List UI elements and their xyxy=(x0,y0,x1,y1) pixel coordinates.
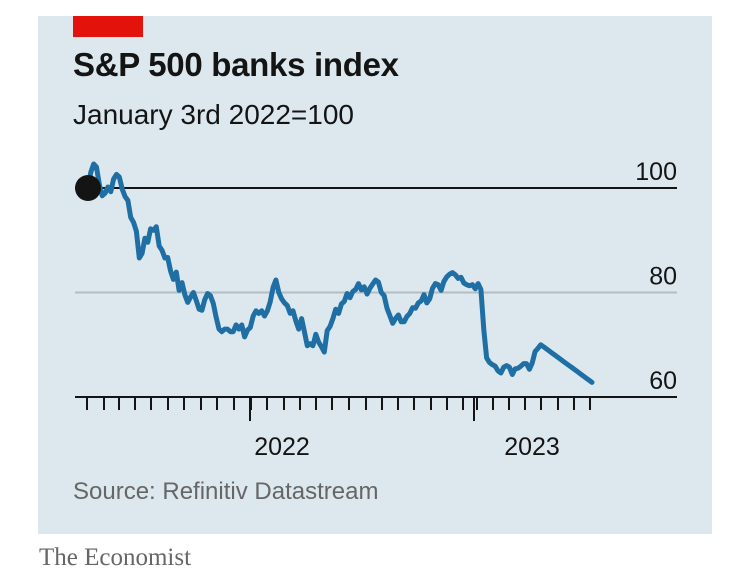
start-point-marker xyxy=(75,175,101,201)
chart-panel xyxy=(38,16,712,534)
chart-title: S&P 500 banks index xyxy=(73,46,399,83)
x-tick-label-2023: 2023 xyxy=(504,433,560,461)
x-tick-label-2022: 2022 xyxy=(254,433,310,461)
publisher-name: The Economist xyxy=(39,544,192,571)
series-line-banks-index xyxy=(85,161,595,385)
y-tick-label-100: 100 xyxy=(635,158,677,186)
series-line-layer xyxy=(75,161,595,385)
x-tick-labels: 2022 2023 xyxy=(254,433,560,461)
chart-source: Source: Refinitiv Datastream xyxy=(73,478,379,505)
y-tick-label-60: 60 xyxy=(649,367,677,395)
y-tick-labels: 100 80 60 xyxy=(635,158,677,395)
x-axis xyxy=(75,396,677,421)
chart-subtitle: January 3rd 2022=100 xyxy=(73,99,354,130)
y-tick-label-80: 80 xyxy=(649,263,677,291)
brand-red-tag xyxy=(73,16,143,37)
gridlines xyxy=(75,187,677,294)
